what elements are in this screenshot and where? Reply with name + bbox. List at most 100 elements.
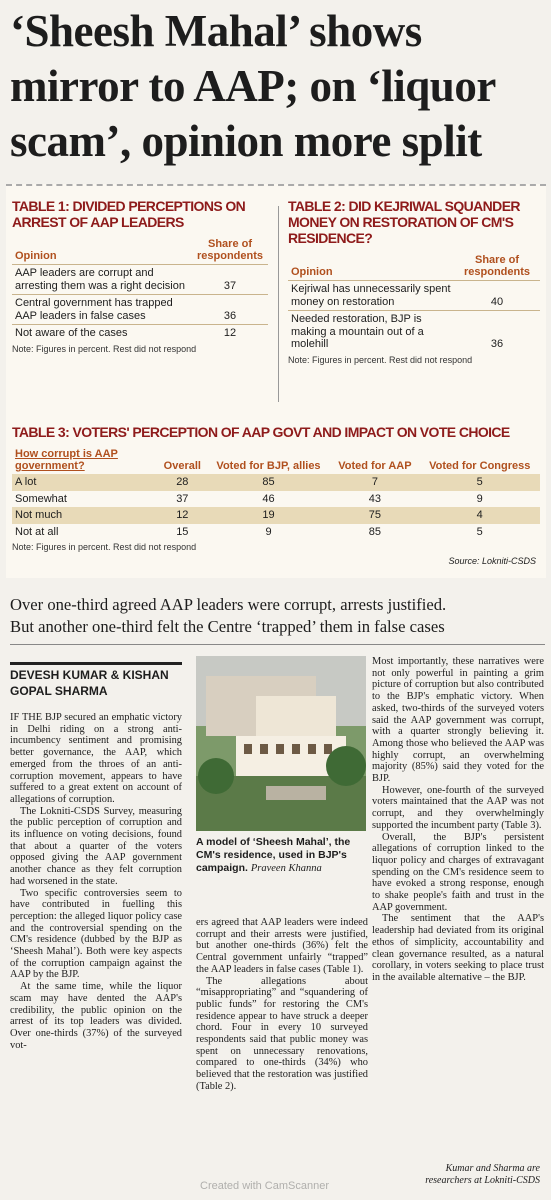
cell-value: 37 [176,492,189,505]
table-row: Needed restoration, BJP is making a moun… [288,310,540,353]
table-title: TABLE 3: VOTERS' PERCEPTION OF AAP GOVT … [12,424,510,440]
column-header: Opinion [291,266,333,278]
cell-value: 7 [330,474,420,491]
table-row: Not aware of the cases 12 [12,324,268,342]
paragraph: Overall, the BJP's persistent allegation… [372,831,544,913]
table-title: TABLE 1: DIVIDED PERCEPTIONS ON ARREST O… [12,198,246,230]
table-head: How corrupt is AAP government? Overall Vot… [12,446,540,474]
photo [196,656,366,831]
cell-value: 37 [192,264,268,295]
text-column: IF THE BJP secured an emphatic victory i… [10,712,182,1200]
table-body: AAP leaders are corrupt and arresting th… [12,264,268,342]
table-title: TABLE 2: DID KEJRIWAL SQUANDER MONEY ON … [288,198,521,246]
table: How corrupt is AAP government? Overall Vot… [12,446,540,540]
author-note: Kumar and Sharma are researchers at Lokn… [425,1163,540,1186]
cell-value: 5 [476,525,483,538]
cell-value: 85 [206,474,331,491]
cell-label: Needed restoration, BJP is making a moun… [288,310,454,353]
table-note: Note: Figures in percent. Rest did not r… [288,354,473,365]
cell-label: Not aware of the cases [12,324,192,342]
paragraph: ers agreed that AAP leaders were indeed … [196,917,368,975]
table-row: Kejriwal has unnecessarily spent money o… [288,280,540,311]
cell-value: 15 [176,525,189,538]
cell-value: 46 [262,492,275,505]
column-header: Voted for BJP, allies [216,460,321,472]
photo-credit: Praveen Khanna [250,863,322,874]
cell-value: 5 [419,474,540,491]
table-row: Central government has trapped AAP leade… [12,294,268,325]
paragraph: IF THE BJP secured an emphatic victory i… [10,712,182,805]
subhead-line: Over one-third agreed AAP leaders were c… [10,595,447,614]
paragraph: The allegations about “misappropriating”… [196,975,368,1092]
cell-value: 4 [419,507,540,524]
table-note: Note: Figures in percent. Rest did not r… [12,343,197,354]
cell-value: 9 [476,492,483,505]
table-body: Kejriwal has unnecessarily spent money o… [288,280,540,353]
cell-value: 12 [158,507,207,524]
subhead-line: But another one-third felt the Centre ‘t… [10,617,445,636]
cell-value: 36 [454,310,540,353]
column-header: Opinion [15,250,57,262]
table-row: Not much 12 19 75 4 [12,507,540,524]
cell-label: A lot [12,474,158,491]
paragraph: The Lokniti-CSDS Survey, measuring the p… [10,805,182,887]
table: Opinion Share of respondents Kejriwal has … [288,252,540,353]
column-header: Share of respondents [463,254,530,278]
subhead: Over one-third agreed AAP leaders were c… [10,594,545,645]
cell-value: 40 [454,280,540,311]
paragraph: Two specific controversies seem to have … [10,887,182,981]
caption-text: A model of ‘Sheesh Mahal’, the CM's resi… [196,836,351,874]
table-row: Somewhat 37 46 43 9 [12,491,540,508]
paragraph: The sentiment that the AAP's leadership … [372,913,544,983]
header-row: Opinion Share of respondents [288,252,540,281]
text-column: ers agreed that AAP leaders were indeed … [196,917,368,1200]
cell-label: Somewhat [15,492,67,505]
table-body: A lot 28 85 7 5 Somewhat 37 46 43 9 Not much 12 19 75… [12,474,540,540]
column-header: Voted for AAP [338,460,412,472]
cell-label: Not at all [15,525,59,538]
column-header: Share of respondents [196,238,263,262]
table-note: Note: Figures in percent. Rest did not r… [12,542,197,552]
paragraph: At the same time, while the liquor scam … [10,981,182,1051]
cell-value: 28 [158,474,207,491]
headline-line: ‘Sheesh Mahal’ shows [10,6,422,56]
cell-label: AAP leaders are corrupt and arresting th… [12,264,192,295]
header-row: How corrupt is AAP government? Overall Vot… [12,446,540,474]
cell-value: 36 [192,294,268,325]
divider [278,206,279,402]
table-row: AAP leaders are corrupt and arresting th… [12,264,268,295]
column-header: Overall [163,460,201,472]
cell-value: 19 [206,507,331,524]
table-head: Opinion Share of respondents [288,252,540,281]
text-column: Most importantly, these narratives were … [372,656,544,1156]
headline: ‘Sheesh Mahal’ shows mirror to AAP; on ‘… [10,4,545,169]
table-row: A lot 28 85 7 5 [12,474,540,491]
cell-value: 85 [368,525,382,538]
cell-value: 9 [265,525,272,538]
caption: A model of ‘Sheesh Mahal’, the CM's resi… [196,836,366,875]
paragraph: Most importantly, these narratives were … [372,656,544,785]
table: Opinion Share of respondents AAP leaders a… [12,236,268,342]
cell-value: 75 [330,507,420,524]
cell-label: Not much [12,507,158,524]
cell-label: Central government has trapped AAP leade… [12,294,192,325]
table-source: Source: Lokniti-CSDS [448,556,536,566]
byline: DEVESH KUMAR & KISHAN GOPAL SHARMA [10,662,182,699]
headline-line: mirror to AAP; on ‘liquor [10,61,496,111]
table-row: Not at all 15 9 85 5 [12,524,540,541]
headline-line: scam’, opinion more split [10,116,482,166]
table-2: TABLE 2: DID KEJRIWAL SQUANDER MONEY ON … [288,198,540,365]
table-1: TABLE 1: DIVIDED PERCEPTIONS ON ARREST O… [12,198,268,354]
table-3: TABLE 3: VOTERS' PERCEPTION OF AAP GOVT … [12,424,540,566]
cell-value: 12 [192,324,268,342]
header-row: Opinion Share of respondents [12,236,268,265]
cell-label: Kejriwal has unnecessarily spent money o… [288,280,454,311]
column-header: How corrupt is AAP government? [15,448,118,472]
paragraph: However, one-fourth of the surveyed vote… [372,784,544,831]
cell-value: 43 [368,492,382,505]
watermark: Created with CamScanner [200,1180,330,1192]
column-header: Voted for Congress [429,460,531,472]
table-head: Opinion Share of respondents [12,236,268,265]
tables-box: TABLE 1: DIVIDED PERCEPTIONS ON ARREST O… [6,184,546,578]
